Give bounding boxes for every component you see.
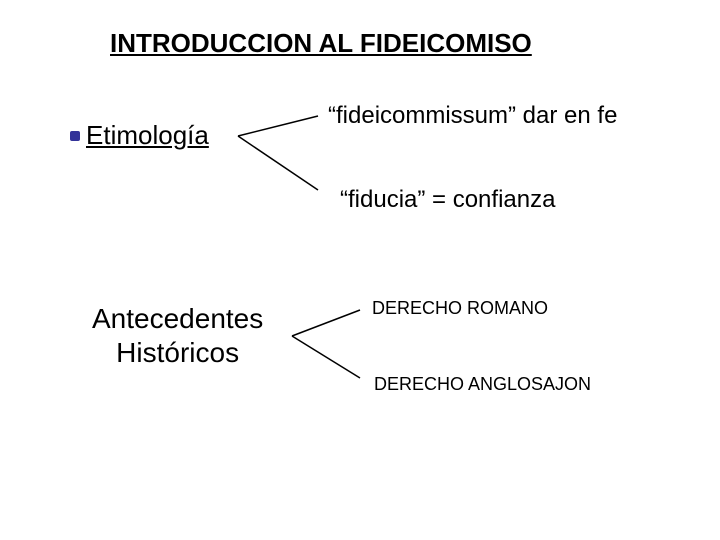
square-bullet-icon <box>70 131 80 141</box>
antec-line-bottom <box>292 336 360 378</box>
slide-stage: INTRODUCCION AL FIDEICOMISO Etimología “… <box>0 0 720 540</box>
antec-line-top <box>292 310 360 336</box>
etimologia-label: Etimología <box>86 120 209 151</box>
etimologia-row: Etimología <box>70 120 209 151</box>
antecedentes-item-1: DERECHO ROMANO <box>372 298 548 319</box>
slide-title: INTRODUCCION AL FIDEICOMISO <box>110 28 532 59</box>
antecedentes-line2: Históricos <box>92 336 263 370</box>
etimologia-item-1: “fideicommissum” dar en fe <box>328 102 617 130</box>
etim-line-top <box>238 116 318 136</box>
etimologia-item-2: “fiducia” = confianza <box>340 186 555 214</box>
antecedentes-item-2: DERECHO ANGLOSAJON <box>374 374 591 395</box>
etim-line-bottom <box>238 136 318 190</box>
antecedentes-label: Antecedentes Históricos <box>92 302 263 369</box>
connector-lines <box>0 0 720 540</box>
antecedentes-line1: Antecedentes <box>92 302 263 336</box>
